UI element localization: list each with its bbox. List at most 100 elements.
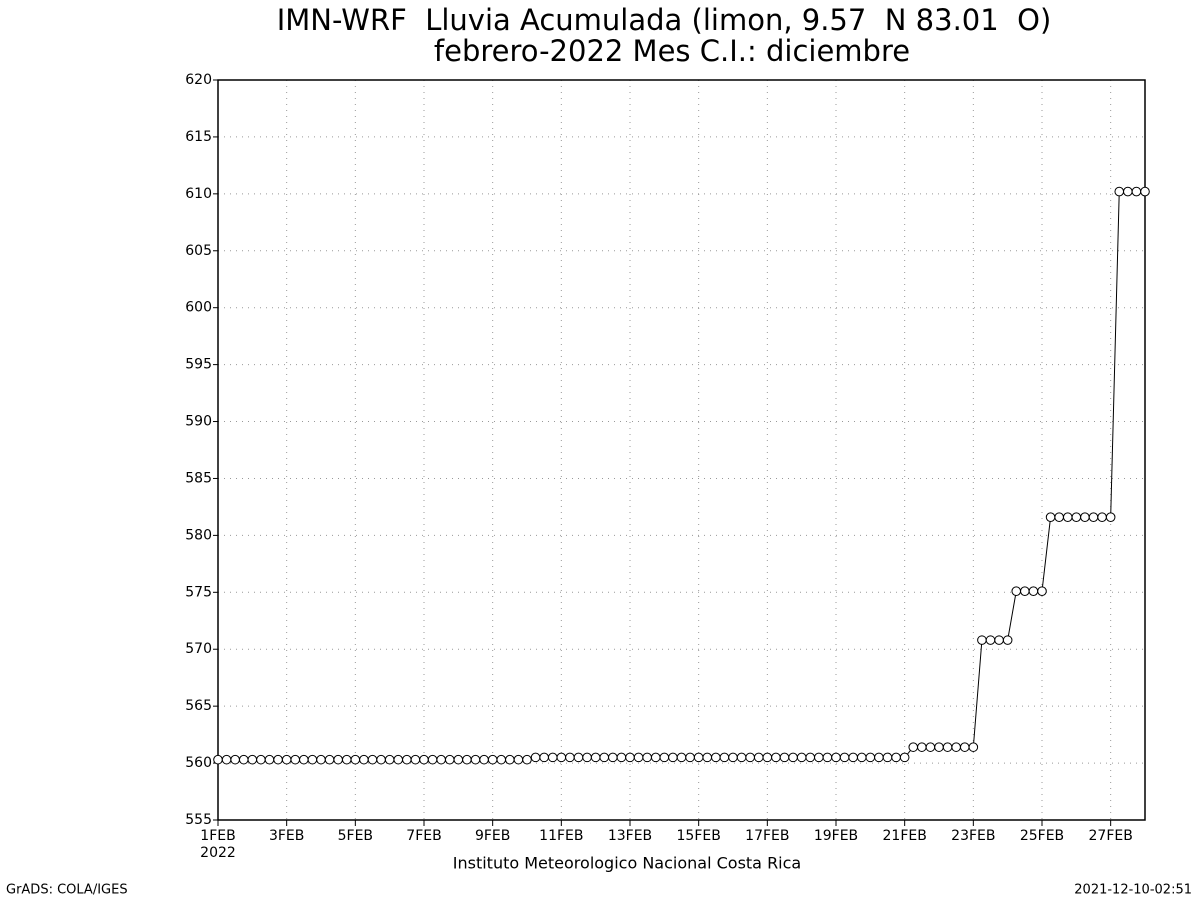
data-point [436, 754, 446, 765]
data-point [822, 752, 833, 763]
data-point [384, 754, 395, 765]
data-point [590, 752, 601, 763]
y-tick-label: 615 [185, 129, 212, 145]
data-point [856, 752, 867, 763]
data-point [316, 754, 326, 765]
data-point [1088, 512, 1099, 522]
x-tick-label: 15FEB [677, 828, 721, 844]
x-tick-label: 23FEB [951, 828, 995, 844]
data-point [264, 754, 275, 765]
data-point [410, 754, 421, 765]
data-point [874, 752, 884, 763]
data-point [693, 752, 704, 763]
data-point [608, 752, 618, 763]
data-point [496, 754, 507, 765]
data-line [218, 191, 1145, 761]
data-point [753, 752, 764, 763]
data-point [994, 635, 1004, 645]
data-point [230, 754, 240, 765]
data-point [238, 754, 249, 765]
data-point [1114, 186, 1125, 197]
data-point [633, 752, 644, 763]
data-point [745, 752, 755, 763]
x-axis-label: Instituto Meteorologico Nacional Costa R… [453, 854, 801, 873]
data-point [1028, 586, 1039, 596]
data-point [221, 754, 232, 765]
data-point [1071, 512, 1082, 522]
data-point [213, 754, 223, 765]
data-point [453, 754, 464, 765]
data-point [290, 754, 301, 765]
data-point [565, 752, 575, 763]
data-point [376, 754, 386, 765]
data-point [616, 752, 627, 763]
data-point [917, 742, 927, 752]
data-point [951, 742, 961, 752]
data-point [831, 752, 841, 763]
data-point [556, 752, 567, 763]
data-point [281, 754, 292, 765]
x-tick-label: 3FEB [269, 828, 304, 844]
x-tick-label: 19FEB [814, 828, 858, 844]
data-point [359, 754, 369, 765]
data-point [273, 754, 283, 765]
data-point [891, 752, 901, 763]
data-point [513, 754, 524, 765]
data-point [350, 754, 361, 765]
y-tick-label: 590 [185, 414, 212, 430]
plot-frame [217, 79, 1146, 821]
data-point [1105, 512, 1116, 522]
x-tick-label: 1FEB [200, 828, 235, 844]
data-point [685, 752, 695, 763]
x-tick-label: 5FEB [338, 828, 373, 844]
x-tick-label: 25FEB [1020, 828, 1064, 844]
data-point [462, 754, 472, 765]
data-point [1020, 586, 1030, 596]
data-point [402, 754, 412, 765]
data-point [659, 752, 670, 763]
data-point [505, 754, 515, 765]
y-tick-label: 580 [185, 527, 212, 543]
data-point [959, 742, 970, 752]
data-point [522, 754, 532, 765]
data-point [668, 752, 678, 763]
data-point [299, 754, 309, 765]
data-point [908, 742, 919, 752]
data-point [1123, 186, 1133, 197]
data-point [899, 752, 910, 763]
data-point [1054, 512, 1064, 522]
data-point [1080, 512, 1090, 522]
data-point [925, 742, 936, 752]
y-tick-label: 585 [185, 470, 212, 486]
y-tick-label: 570 [185, 641, 212, 657]
data-point [728, 752, 738, 763]
data-point [256, 754, 266, 765]
data-point [779, 752, 790, 763]
data-point [1140, 186, 1150, 197]
data-point [650, 752, 661, 763]
data-point [324, 754, 335, 765]
data-point [762, 752, 773, 763]
data-point [530, 752, 541, 763]
data-point [702, 752, 713, 763]
x-tick-label: 27FEB [1089, 828, 1133, 844]
data-point [573, 752, 584, 763]
x-tick-label: 7FEB [406, 828, 441, 844]
data-point [1037, 586, 1047, 596]
data-point [1002, 635, 1013, 645]
y-tick-label: 565 [185, 698, 212, 714]
footer-right: 2021-12-10-02:51 [1074, 883, 1192, 898]
data-point [625, 752, 635, 763]
data-point [719, 752, 730, 763]
data-point [393, 754, 404, 765]
data-point [599, 752, 610, 763]
data-point [547, 752, 558, 763]
data-point [968, 742, 979, 752]
data-point [934, 742, 944, 752]
data-point [487, 754, 498, 765]
y-tick-label: 605 [185, 243, 212, 259]
data-point [848, 752, 858, 763]
x-tick-label: 21FEB [883, 828, 927, 844]
